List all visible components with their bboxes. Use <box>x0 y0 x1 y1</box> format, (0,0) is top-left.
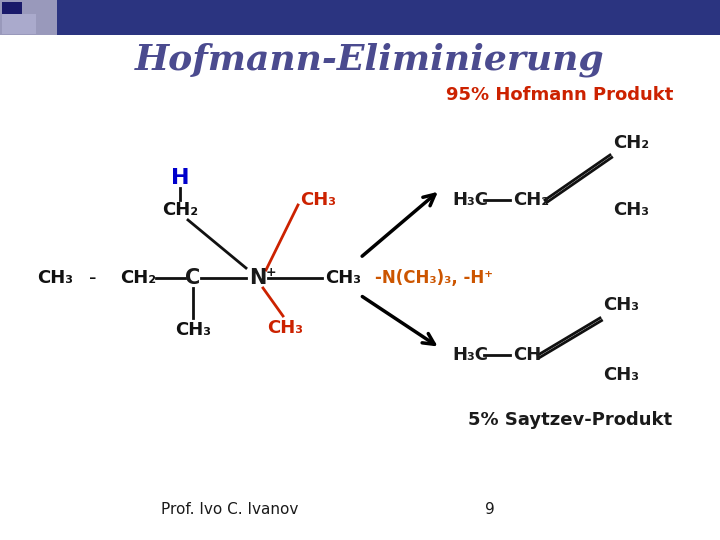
Text: CH₂: CH₂ <box>613 134 649 152</box>
Text: CH₃: CH₃ <box>300 191 336 209</box>
Text: CH₃: CH₃ <box>37 269 73 287</box>
Text: H: H <box>171 168 189 188</box>
Text: Hofmann-Eliminierung: Hofmann-Eliminierung <box>135 43 605 77</box>
Text: CH₃: CH₃ <box>175 321 211 339</box>
Text: H₃C: H₃C <box>452 346 488 364</box>
Text: H₃C: H₃C <box>452 191 488 209</box>
Text: 95% Hofmann Produkt: 95% Hofmann Produkt <box>446 86 674 104</box>
Text: 5% Saytzev-Produkt: 5% Saytzev-Produkt <box>468 411 672 429</box>
Text: CH₃: CH₃ <box>325 269 361 287</box>
Text: CH₃: CH₃ <box>603 296 639 314</box>
Text: -: - <box>89 268 96 288</box>
Bar <box>2 2 22 22</box>
Text: -N(CH₃)₃, -H⁺: -N(CH₃)₃, -H⁺ <box>375 269 493 287</box>
Text: CH₂: CH₂ <box>162 201 198 219</box>
Text: N: N <box>249 268 266 288</box>
Text: 9: 9 <box>485 503 495 517</box>
Text: CH: CH <box>513 346 541 364</box>
Text: CH₃: CH₃ <box>613 201 649 219</box>
Bar <box>55 0 720 35</box>
Text: CH₂: CH₂ <box>120 269 156 287</box>
Text: +: + <box>266 266 276 279</box>
Text: CH₃: CH₃ <box>603 366 639 384</box>
Bar <box>16 14 36 34</box>
Text: CH₃: CH₃ <box>267 319 303 337</box>
Text: CH₂: CH₂ <box>513 191 549 209</box>
Bar <box>0 0 57 35</box>
Bar <box>2 14 22 34</box>
Text: C: C <box>185 268 201 288</box>
Text: Prof. Ivo C. Ivanov: Prof. Ivo C. Ivanov <box>161 503 299 517</box>
